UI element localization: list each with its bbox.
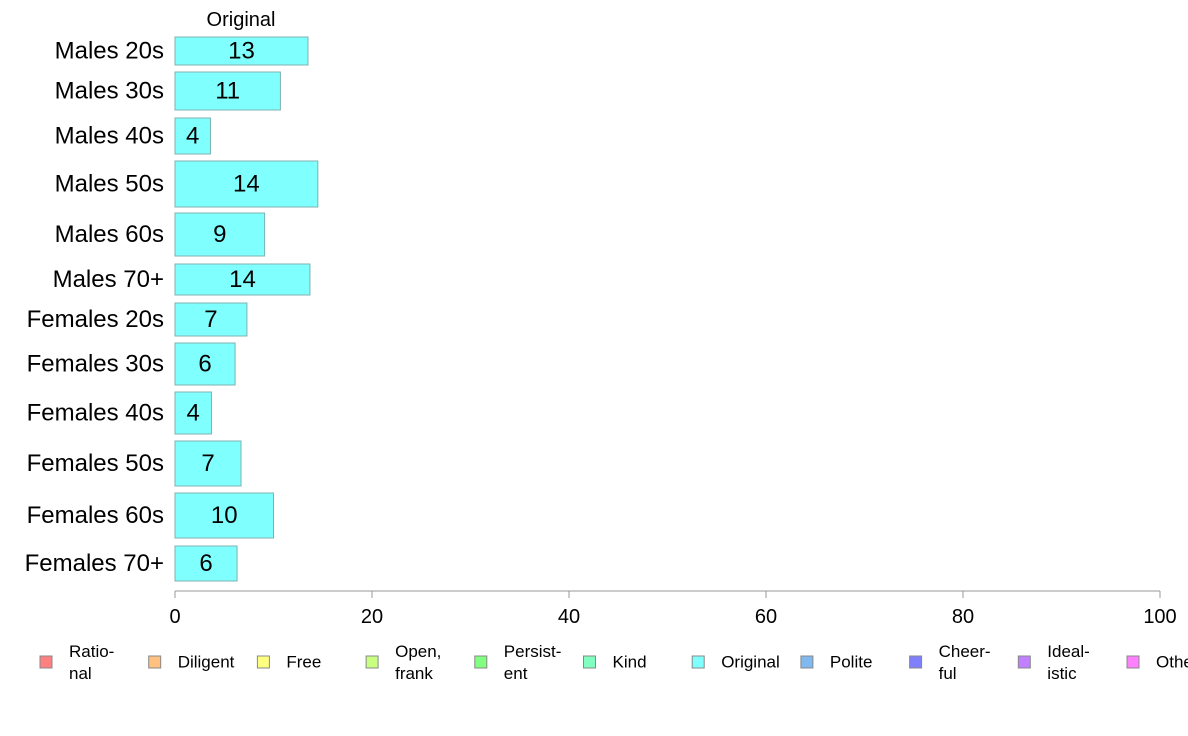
bar-value-label: 9 xyxy=(213,221,226,248)
category-label: Males 30s xyxy=(55,78,164,105)
x-tick-label: 0 xyxy=(169,606,180,628)
legend-label: Persist-ent xyxy=(504,642,562,683)
bar-value-label: 6 xyxy=(198,351,211,378)
legend-label: Polite xyxy=(830,653,873,672)
bar-value-label: 7 xyxy=(204,306,217,333)
legend-label: Ideal-istic xyxy=(1047,642,1090,683)
bar xyxy=(174,545,238,582)
bar-value-label: 4 xyxy=(186,123,199,150)
category-label: Females 20s xyxy=(27,306,164,333)
category-label: Females 60s xyxy=(27,502,164,529)
bar-value-label: 13 xyxy=(228,38,255,65)
bar xyxy=(174,36,309,66)
legend-swatch xyxy=(256,655,270,669)
x-tick-label: 60 xyxy=(755,606,777,628)
category-label: Males 70+ xyxy=(53,266,164,293)
category-label: Males 60s xyxy=(55,221,164,248)
category-label: Females 40s xyxy=(27,400,164,427)
bar-value-label: 14 xyxy=(233,171,260,198)
legend-label: Free xyxy=(286,653,321,672)
bar-value-label: 6 xyxy=(199,550,212,577)
category-label: Females 50s xyxy=(27,450,164,477)
legend-label: Cheer-ful xyxy=(939,642,991,683)
category-label: Females 30s xyxy=(27,351,164,378)
category-label: Females 70+ xyxy=(25,550,164,577)
bar-value-label: 10 xyxy=(211,502,238,529)
legend-swatch xyxy=(691,655,705,669)
legend-label: Other xyxy=(1156,653,1188,672)
legend-label: Ratio-nal xyxy=(69,642,114,683)
bar xyxy=(174,342,236,386)
bar-value-label: 7 xyxy=(201,450,214,477)
bar xyxy=(174,212,266,257)
category-label: Males 40s xyxy=(55,123,164,150)
legend-label: Diligent xyxy=(178,653,235,672)
category-label: Males 20s xyxy=(55,38,164,65)
bar xyxy=(174,391,212,435)
legend-swatch xyxy=(800,655,814,669)
chart-title: Original xyxy=(207,9,276,31)
category-label: Males 50s xyxy=(55,171,164,198)
bar xyxy=(174,492,274,539)
bar xyxy=(174,440,242,487)
bar xyxy=(174,71,281,111)
legend-swatch xyxy=(474,655,488,669)
legend-label: Kind xyxy=(613,653,647,672)
bar xyxy=(174,160,319,208)
bar xyxy=(174,302,248,337)
bar-value-label: 11 xyxy=(215,78,240,105)
x-tick-label: 100 xyxy=(1143,606,1176,628)
legend-swatch xyxy=(1017,655,1031,669)
x-tick-label: 80 xyxy=(952,606,974,628)
bar-value-label: 4 xyxy=(187,400,200,427)
bar xyxy=(174,263,311,296)
legend-label: Original xyxy=(721,653,780,672)
x-tick-label: 40 xyxy=(558,606,580,628)
legend-swatch xyxy=(148,655,162,669)
legend-label: Open, frank xyxy=(395,642,441,683)
legend-swatch xyxy=(909,655,923,669)
bar xyxy=(174,117,211,155)
x-tick-label: 20 xyxy=(361,606,383,628)
bar-value-label: 14 xyxy=(229,266,256,293)
legend-swatch xyxy=(39,655,53,669)
legend-swatch xyxy=(583,655,596,669)
legend-swatch xyxy=(365,655,379,669)
legend-swatch xyxy=(1126,655,1140,669)
